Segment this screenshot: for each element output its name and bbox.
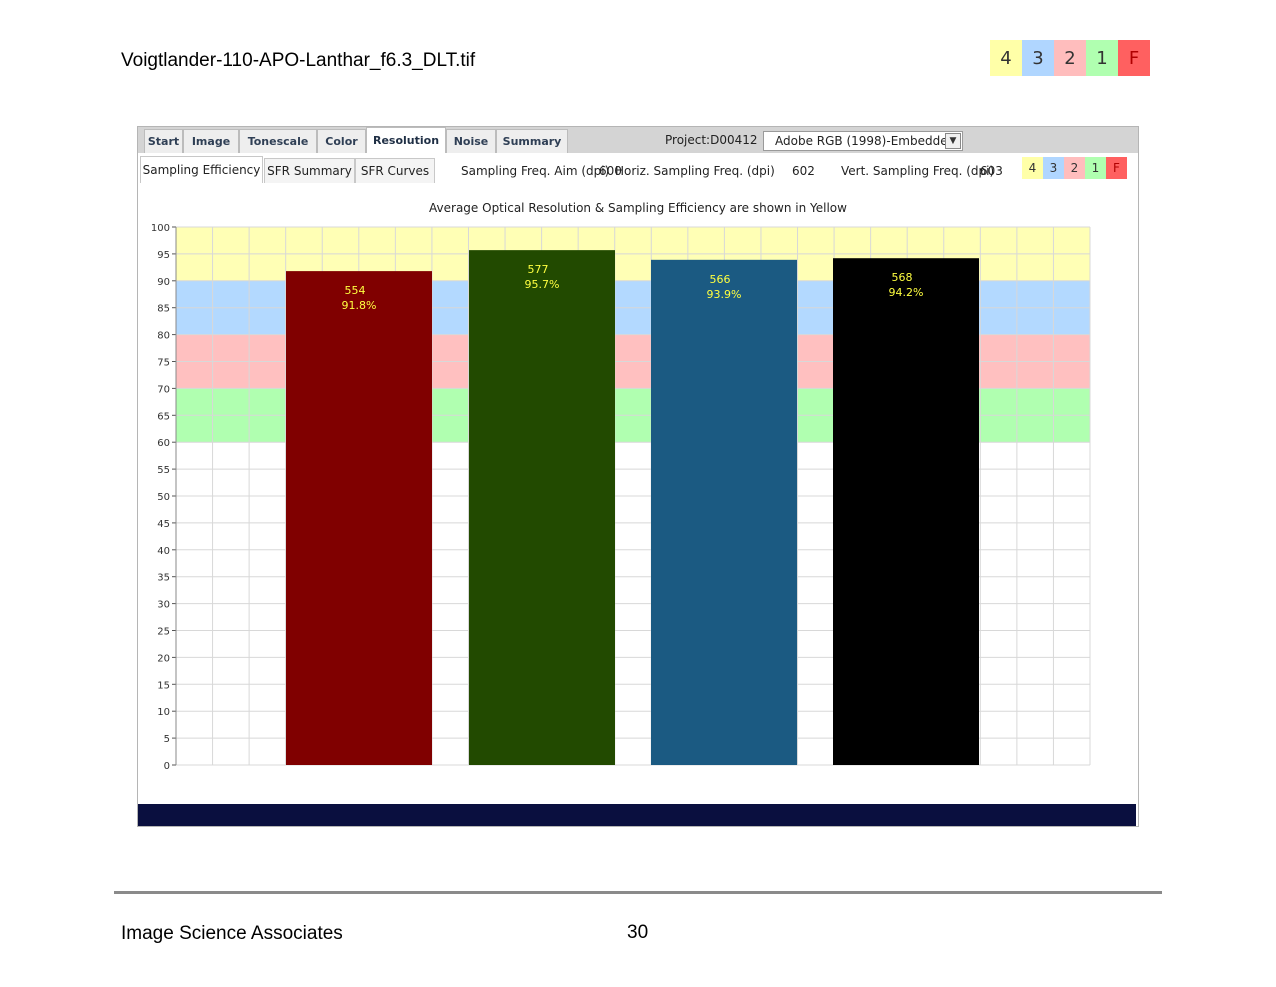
tab-start[interactable]: Start xyxy=(144,129,183,153)
color-profile-value: Adobe RGB (1998)-Embedded xyxy=(775,134,956,148)
bar-resolution-label: 554 xyxy=(345,284,366,297)
sampling-aim-value: 600 xyxy=(599,164,622,178)
y-tick-label: 50 xyxy=(157,492,170,503)
grade-f-box: F xyxy=(1118,40,1150,76)
efficiency-bar xyxy=(651,259,797,765)
grade-4-box: 4 xyxy=(1022,157,1043,179)
grade-2-box: 2 xyxy=(1064,157,1085,179)
sampling-efficiency-chart: 0 5 10 15 20 25 30 35 40 45 50 55 60 65 70 75 80 85 90 95 10… xyxy=(151,223,1091,772)
subtab-sampling-efficiency[interactable]: Sampling Efficiency xyxy=(140,156,263,183)
y-tick-label: 95 xyxy=(157,250,170,261)
grade-2-box: 2 xyxy=(1054,40,1086,76)
vert-sampling-value: 603 xyxy=(980,164,1003,178)
bar-efficiency-label: 95.7% xyxy=(525,278,560,291)
grade-3-box: 3 xyxy=(1043,157,1064,179)
subtab-sfr-curves[interactable]: SFR Curves xyxy=(355,158,435,183)
tab-noise[interactable]: Noise xyxy=(446,129,496,153)
horiz-sampling-value: 602 xyxy=(792,164,815,178)
tab-resolution[interactable]: Resolution xyxy=(366,127,446,153)
bar-resolution-label: 566 xyxy=(710,273,731,286)
y-tick-label: 40 xyxy=(157,546,170,557)
tab-image[interactable]: Image xyxy=(183,129,239,153)
y-tick-label: 90 xyxy=(157,277,170,288)
main-tab-bar: Start Image Tonescale Color Resolution N… xyxy=(138,127,1138,153)
document-title: Voigtlander-110-APO-Lanthar_f6.3_DLT.tif xyxy=(121,50,476,71)
efficiency-bar xyxy=(833,258,979,765)
y-tick-label: 55 xyxy=(157,465,170,476)
footer-organization: Image Science Associates xyxy=(121,923,343,944)
y-tick-label: 85 xyxy=(157,304,170,315)
y-tick-label: 65 xyxy=(157,411,170,422)
grade-4-box: 4 xyxy=(990,40,1022,76)
page-number: 30 xyxy=(627,922,649,943)
bar-resolution-label: 568 xyxy=(892,271,913,284)
y-tick-label: 10 xyxy=(157,707,170,718)
vert-sampling-label: Vert. Sampling Freq. (dpi) xyxy=(841,164,995,178)
bar-efficiency-label: 93.9% xyxy=(707,288,742,301)
bar-resolution-label: 577 xyxy=(528,263,549,276)
y-tick-label: 25 xyxy=(157,627,170,638)
footer-divider xyxy=(114,891,1162,894)
project-label: Project:D00412 xyxy=(665,133,758,147)
y-tick-label: 60 xyxy=(157,438,170,449)
y-tick-label: 70 xyxy=(157,384,170,395)
efficiency-bar xyxy=(469,250,615,765)
grade-1-box: 1 xyxy=(1085,157,1106,179)
tab-tonescale[interactable]: Tonescale xyxy=(239,129,317,153)
bar-efficiency-label: 94.2% xyxy=(889,286,924,299)
efficiency-bar xyxy=(286,271,432,765)
tab-color[interactable]: Color xyxy=(317,129,366,153)
bar-efficiency-label: 91.8% xyxy=(342,299,377,312)
y-tick-label: 20 xyxy=(157,653,170,664)
grade-3-box: 3 xyxy=(1022,40,1054,76)
y-tick-label: 75 xyxy=(157,358,170,369)
tab-summary[interactable]: Summary xyxy=(496,129,568,153)
app-window: Start Image Tonescale Color Resolution N… xyxy=(137,126,1139,827)
subtab-sfr-summary[interactable]: SFR Summary xyxy=(264,158,355,183)
y-tick-label: 15 xyxy=(157,680,170,691)
status-bar xyxy=(138,804,1136,826)
color-profile-select[interactable]: Adobe RGB (1998)-Embedded ▼ xyxy=(763,131,963,151)
y-tick-label: 30 xyxy=(157,600,170,611)
y-tick-label: 80 xyxy=(157,331,170,342)
sampling-aim-label: Sampling Freq. Aim (dpi) xyxy=(461,164,610,178)
y-tick-label: 100 xyxy=(151,223,170,234)
y-tick-label: 5 xyxy=(164,734,170,745)
horiz-sampling-label: Horiz. Sampling Freq. (dpi) xyxy=(615,164,775,178)
y-tick-label: 35 xyxy=(157,573,170,584)
y-tick-label: 0 xyxy=(164,761,170,772)
grade-1-box: 1 xyxy=(1086,40,1118,76)
chevron-down-icon[interactable]: ▼ xyxy=(945,133,961,149)
grade-f-box: F xyxy=(1106,157,1127,179)
y-tick-label: 45 xyxy=(157,519,170,530)
chart-subtitle: Average Optical Resolution & Sampling Ef… xyxy=(429,201,847,215)
